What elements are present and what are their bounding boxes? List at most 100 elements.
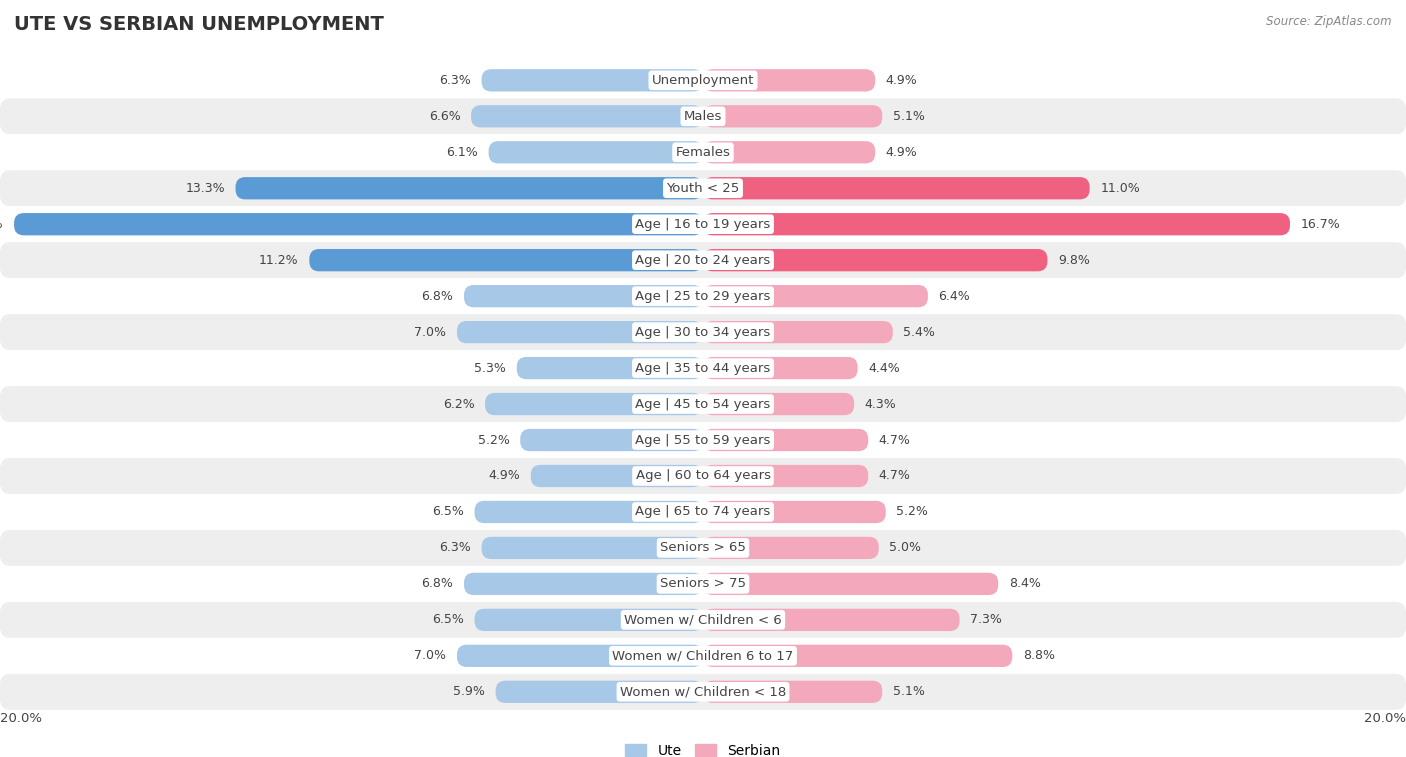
Text: 6.6%: 6.6%: [429, 110, 461, 123]
FancyBboxPatch shape: [475, 501, 703, 523]
FancyBboxPatch shape: [0, 458, 1406, 494]
Text: Age | 35 to 44 years: Age | 35 to 44 years: [636, 362, 770, 375]
Text: Seniors > 75: Seniors > 75: [659, 578, 747, 590]
Text: 6.8%: 6.8%: [422, 290, 454, 303]
Text: Age | 25 to 29 years: Age | 25 to 29 years: [636, 290, 770, 303]
Text: Women w/ Children < 6: Women w/ Children < 6: [624, 613, 782, 626]
Text: 6.8%: 6.8%: [422, 578, 454, 590]
FancyBboxPatch shape: [703, 501, 886, 523]
FancyBboxPatch shape: [464, 573, 703, 595]
FancyBboxPatch shape: [457, 645, 703, 667]
FancyBboxPatch shape: [703, 429, 869, 451]
FancyBboxPatch shape: [703, 465, 869, 488]
FancyBboxPatch shape: [703, 177, 1090, 199]
FancyBboxPatch shape: [703, 105, 883, 127]
FancyBboxPatch shape: [0, 98, 1406, 134]
FancyBboxPatch shape: [703, 681, 883, 703]
FancyBboxPatch shape: [703, 285, 928, 307]
Text: 5.2%: 5.2%: [897, 506, 928, 519]
Text: 6.5%: 6.5%: [432, 613, 464, 626]
FancyBboxPatch shape: [0, 494, 1406, 530]
FancyBboxPatch shape: [0, 530, 1406, 566]
FancyBboxPatch shape: [14, 213, 703, 235]
FancyBboxPatch shape: [309, 249, 703, 271]
Text: 4.7%: 4.7%: [879, 434, 911, 447]
Text: Females: Females: [675, 146, 731, 159]
Text: 20.0%: 20.0%: [0, 712, 42, 724]
FancyBboxPatch shape: [0, 638, 1406, 674]
Text: 4.9%: 4.9%: [488, 469, 520, 482]
Text: 7.0%: 7.0%: [415, 650, 447, 662]
FancyBboxPatch shape: [489, 141, 703, 164]
Text: 5.9%: 5.9%: [453, 685, 485, 698]
Text: 11.0%: 11.0%: [1099, 182, 1140, 195]
FancyBboxPatch shape: [703, 321, 893, 343]
Text: Age | 65 to 74 years: Age | 65 to 74 years: [636, 506, 770, 519]
Text: 4.3%: 4.3%: [865, 397, 897, 410]
Text: 8.4%: 8.4%: [1010, 578, 1040, 590]
Text: Unemployment: Unemployment: [652, 74, 754, 87]
FancyBboxPatch shape: [703, 141, 875, 164]
FancyBboxPatch shape: [457, 321, 703, 343]
Text: Age | 45 to 54 years: Age | 45 to 54 years: [636, 397, 770, 410]
Text: Source: ZipAtlas.com: Source: ZipAtlas.com: [1267, 15, 1392, 28]
Text: 4.4%: 4.4%: [869, 362, 900, 375]
Text: Age | 60 to 64 years: Age | 60 to 64 years: [636, 469, 770, 482]
Text: 6.3%: 6.3%: [439, 541, 471, 554]
Text: 8.8%: 8.8%: [1024, 650, 1054, 662]
Text: Age | 16 to 19 years: Age | 16 to 19 years: [636, 218, 770, 231]
FancyBboxPatch shape: [517, 357, 703, 379]
FancyBboxPatch shape: [0, 314, 1406, 350]
Text: 7.3%: 7.3%: [970, 613, 1002, 626]
FancyBboxPatch shape: [471, 105, 703, 127]
Text: 6.2%: 6.2%: [443, 397, 475, 410]
FancyBboxPatch shape: [0, 602, 1406, 638]
FancyBboxPatch shape: [481, 537, 703, 559]
FancyBboxPatch shape: [531, 465, 703, 488]
Text: 5.4%: 5.4%: [904, 326, 935, 338]
FancyBboxPatch shape: [703, 213, 1291, 235]
Text: 13.3%: 13.3%: [186, 182, 225, 195]
Text: Seniors > 65: Seniors > 65: [659, 541, 747, 554]
FancyBboxPatch shape: [520, 429, 703, 451]
Text: 4.9%: 4.9%: [886, 74, 918, 87]
Text: 16.7%: 16.7%: [1301, 218, 1340, 231]
FancyBboxPatch shape: [0, 242, 1406, 278]
FancyBboxPatch shape: [0, 350, 1406, 386]
Text: UTE VS SERBIAN UNEMPLOYMENT: UTE VS SERBIAN UNEMPLOYMENT: [14, 15, 384, 34]
FancyBboxPatch shape: [0, 134, 1406, 170]
Text: 5.1%: 5.1%: [893, 685, 925, 698]
FancyBboxPatch shape: [485, 393, 703, 415]
Legend: Ute, Serbian: Ute, Serbian: [620, 738, 786, 757]
FancyBboxPatch shape: [0, 170, 1406, 206]
FancyBboxPatch shape: [703, 249, 1047, 271]
Text: 20.0%: 20.0%: [1364, 712, 1406, 724]
FancyBboxPatch shape: [703, 393, 855, 415]
Text: 11.2%: 11.2%: [259, 254, 299, 266]
Text: 7.0%: 7.0%: [415, 326, 447, 338]
Text: 5.3%: 5.3%: [474, 362, 506, 375]
Text: Age | 55 to 59 years: Age | 55 to 59 years: [636, 434, 770, 447]
Text: 5.1%: 5.1%: [893, 110, 925, 123]
FancyBboxPatch shape: [703, 645, 1012, 667]
Text: 6.3%: 6.3%: [439, 74, 471, 87]
Text: Youth < 25: Youth < 25: [666, 182, 740, 195]
Text: 6.1%: 6.1%: [446, 146, 478, 159]
Text: Age | 30 to 34 years: Age | 30 to 34 years: [636, 326, 770, 338]
Text: Women w/ Children 6 to 17: Women w/ Children 6 to 17: [613, 650, 793, 662]
FancyBboxPatch shape: [0, 674, 1406, 710]
FancyBboxPatch shape: [703, 573, 998, 595]
Text: Males: Males: [683, 110, 723, 123]
FancyBboxPatch shape: [0, 422, 1406, 458]
FancyBboxPatch shape: [236, 177, 703, 199]
FancyBboxPatch shape: [496, 681, 703, 703]
Text: Age | 20 to 24 years: Age | 20 to 24 years: [636, 254, 770, 266]
Text: 5.0%: 5.0%: [889, 541, 921, 554]
FancyBboxPatch shape: [464, 285, 703, 307]
Text: 19.6%: 19.6%: [0, 218, 3, 231]
FancyBboxPatch shape: [0, 62, 1406, 98]
FancyBboxPatch shape: [0, 278, 1406, 314]
FancyBboxPatch shape: [0, 386, 1406, 422]
Text: 6.4%: 6.4%: [939, 290, 970, 303]
FancyBboxPatch shape: [475, 609, 703, 631]
